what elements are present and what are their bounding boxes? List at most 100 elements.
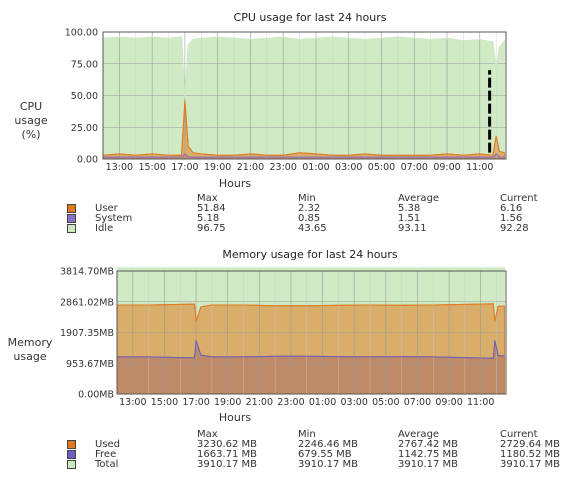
series-area-used <box>116 303 505 395</box>
cpu-stats-header: Average <box>398 193 440 204</box>
cpu-stats-value: 6.16 <box>500 203 523 214</box>
memory-stats-value: 3910.17 MB <box>398 459 459 470</box>
memory-legend-label-used: Used <box>95 439 121 450</box>
cpu-stats-header: Max <box>197 193 218 204</box>
cpu-chart-title: CPU usage for last 24 hours <box>233 11 387 24</box>
cpu-y-axis-label-line3: (%) <box>21 128 41 141</box>
memory-legend-swatch-total <box>67 460 76 469</box>
cpu-stats-value: 1.56 <box>500 213 523 224</box>
y-tick-label: 75.00 <box>71 59 98 70</box>
cpu-y-axis-label-line2: usage <box>14 114 48 127</box>
memory-stats-value: 3230.62 MB <box>197 439 258 450</box>
series-line-user <box>102 100 505 156</box>
memory-legend-swatch-used <box>67 440 76 449</box>
memory-stats-header: Min <box>298 429 316 440</box>
memory-legend-label-free: Free <box>95 449 117 460</box>
cpu-y-axis-label-line1: CPU <box>19 100 43 113</box>
y-tick-label: 100.00 <box>65 28 98 39</box>
memory-stats-value: 2729.64 MB <box>500 439 561 450</box>
cpu-stats-value: 5.38 <box>398 203 421 214</box>
plot-frame <box>102 31 507 160</box>
memory-stats-value: 3910.17 MB <box>197 459 258 470</box>
series-area-idle <box>102 36 505 160</box>
x-tick-label: 11:00 <box>466 162 493 173</box>
cpu-stats-value: 96.75 <box>197 223 226 234</box>
memory-stats-header: Current <box>500 429 538 440</box>
cpu-stats-value: 92.28 <box>500 223 529 234</box>
cpu-legend-label-system: System <box>95 213 133 224</box>
y-tick-label: 0.00MB <box>78 390 114 401</box>
memory-stats-header: Average <box>398 429 440 440</box>
cpu-x-axis-label: Hours <box>218 177 252 190</box>
series-line-free <box>117 340 505 359</box>
x-tick-label: 03:00 <box>335 162 362 173</box>
cpu-stats-value: 0.85 <box>298 213 321 224</box>
memory-chart-title: Memory usage for last 24 hours <box>222 248 398 261</box>
y-tick-label: 953.67MB <box>66 359 114 370</box>
memory-stats-value: 3910.17 MB <box>298 459 359 470</box>
cpu-stats-value: 5.18 <box>197 213 220 224</box>
cpu-stats-table: Max Min Average Current User 51.84 2.32 5.38 6.1… <box>0 193 577 234</box>
memory-stats-value: 1663.71 MB <box>197 449 258 460</box>
x-tick-label: 19:00 <box>214 397 241 408</box>
memory-stats-value: 2767.42 MB <box>398 439 459 450</box>
cpu-stats-value: 43.65 <box>298 223 327 234</box>
x-tick-label: 05:00 <box>372 397 399 408</box>
x-tick-label: 09:00 <box>433 162 460 173</box>
cpu-legend-label-user: User <box>95 203 118 214</box>
memory-stats-value: 679.55 MB <box>298 449 352 460</box>
x-tick-label: 21:00 <box>237 162 264 173</box>
x-tick-label: 17:00 <box>171 162 198 173</box>
x-tick-label: 01:00 <box>309 397 336 408</box>
series-line-idle <box>102 36 505 99</box>
y-tick-label: 25.00 <box>71 123 98 134</box>
x-tick-label: 03:00 <box>340 397 367 408</box>
cpu-usage-chart: 13:00 15:00 17:00 19:00 21:00 23:00 01:00 03:00… <box>65 28 507 173</box>
memory-x-axis-label: Hours <box>218 411 252 424</box>
cpu-legend-swatch-system <box>67 214 76 223</box>
y-tick-label: 50.00 <box>71 91 98 102</box>
memory-legend-swatch-free <box>67 450 76 459</box>
x-tick-label: 13:00 <box>119 397 146 408</box>
x-tick-label: 09:00 <box>435 397 462 408</box>
y-tick-label: 3814.70MB <box>60 267 114 278</box>
x-tick-label: 23:00 <box>270 162 297 173</box>
x-tick-label: 21:00 <box>246 397 273 408</box>
memory-y-axis-label: Memory usage <box>4 336 56 364</box>
x-tick-label: 01:00 <box>302 162 329 173</box>
cpu-legend-swatch-idle <box>67 224 76 233</box>
memory-y-axis-label-line2: usage <box>13 350 47 363</box>
x-tick-label: 17:00 <box>182 397 209 408</box>
cpu-stats-value: 51.84 <box>197 203 226 214</box>
cpu-stats-value: 93.11 <box>398 223 427 234</box>
cpu-legend-swatch-user <box>67 204 76 213</box>
x-tick-label: 07:00 <box>401 162 428 173</box>
memory-usage-chart: 13:00 15:00 17:00 19:00 21:00 23:00 01:00 03:00… <box>60 267 507 408</box>
memory-y-axis-label-line1: Memory <box>7 336 53 349</box>
y-tick-label: 2861.02MB <box>60 297 114 308</box>
memory-stats-value: 3910.17 MB <box>500 459 561 470</box>
x-tick-label: 05:00 <box>368 162 395 173</box>
y-tick-label: 0.00 <box>77 155 98 166</box>
x-tick-label: 19:00 <box>204 162 231 173</box>
memory-stats-table: Max Min Average Current Used 3230.62 MB 2246.4… <box>0 429 577 471</box>
memory-stats-value: 1142.75 MB <box>398 449 459 460</box>
x-tick-label: 23:00 <box>277 397 304 408</box>
plot-frame <box>116 270 507 395</box>
cpu-y-axis-label: CPU usage (%) <box>8 100 54 142</box>
x-tick-label: 07:00 <box>404 397 431 408</box>
x-tick-label: 15:00 <box>138 162 165 173</box>
x-tick-label: 15:00 <box>151 397 178 408</box>
memory-legend-label-total: Total <box>95 459 119 470</box>
memory-stats-header: Max <box>197 429 218 440</box>
memory-stats-value: 2246.46 MB <box>298 439 359 450</box>
cpu-stats-header: Current <box>500 193 538 204</box>
cpu-stats-value: 2.32 <box>298 203 321 214</box>
cpu-stats-value: 1.51 <box>398 213 421 224</box>
cpu-stats-header: Min <box>298 193 316 204</box>
series-line-used <box>117 303 505 322</box>
x-tick-label: 11:00 <box>467 397 494 408</box>
cpu-legend-label-idle: Idle <box>95 223 114 234</box>
series-line-system <box>103 153 505 158</box>
y-tick-label: 1907.35MB <box>60 328 114 339</box>
